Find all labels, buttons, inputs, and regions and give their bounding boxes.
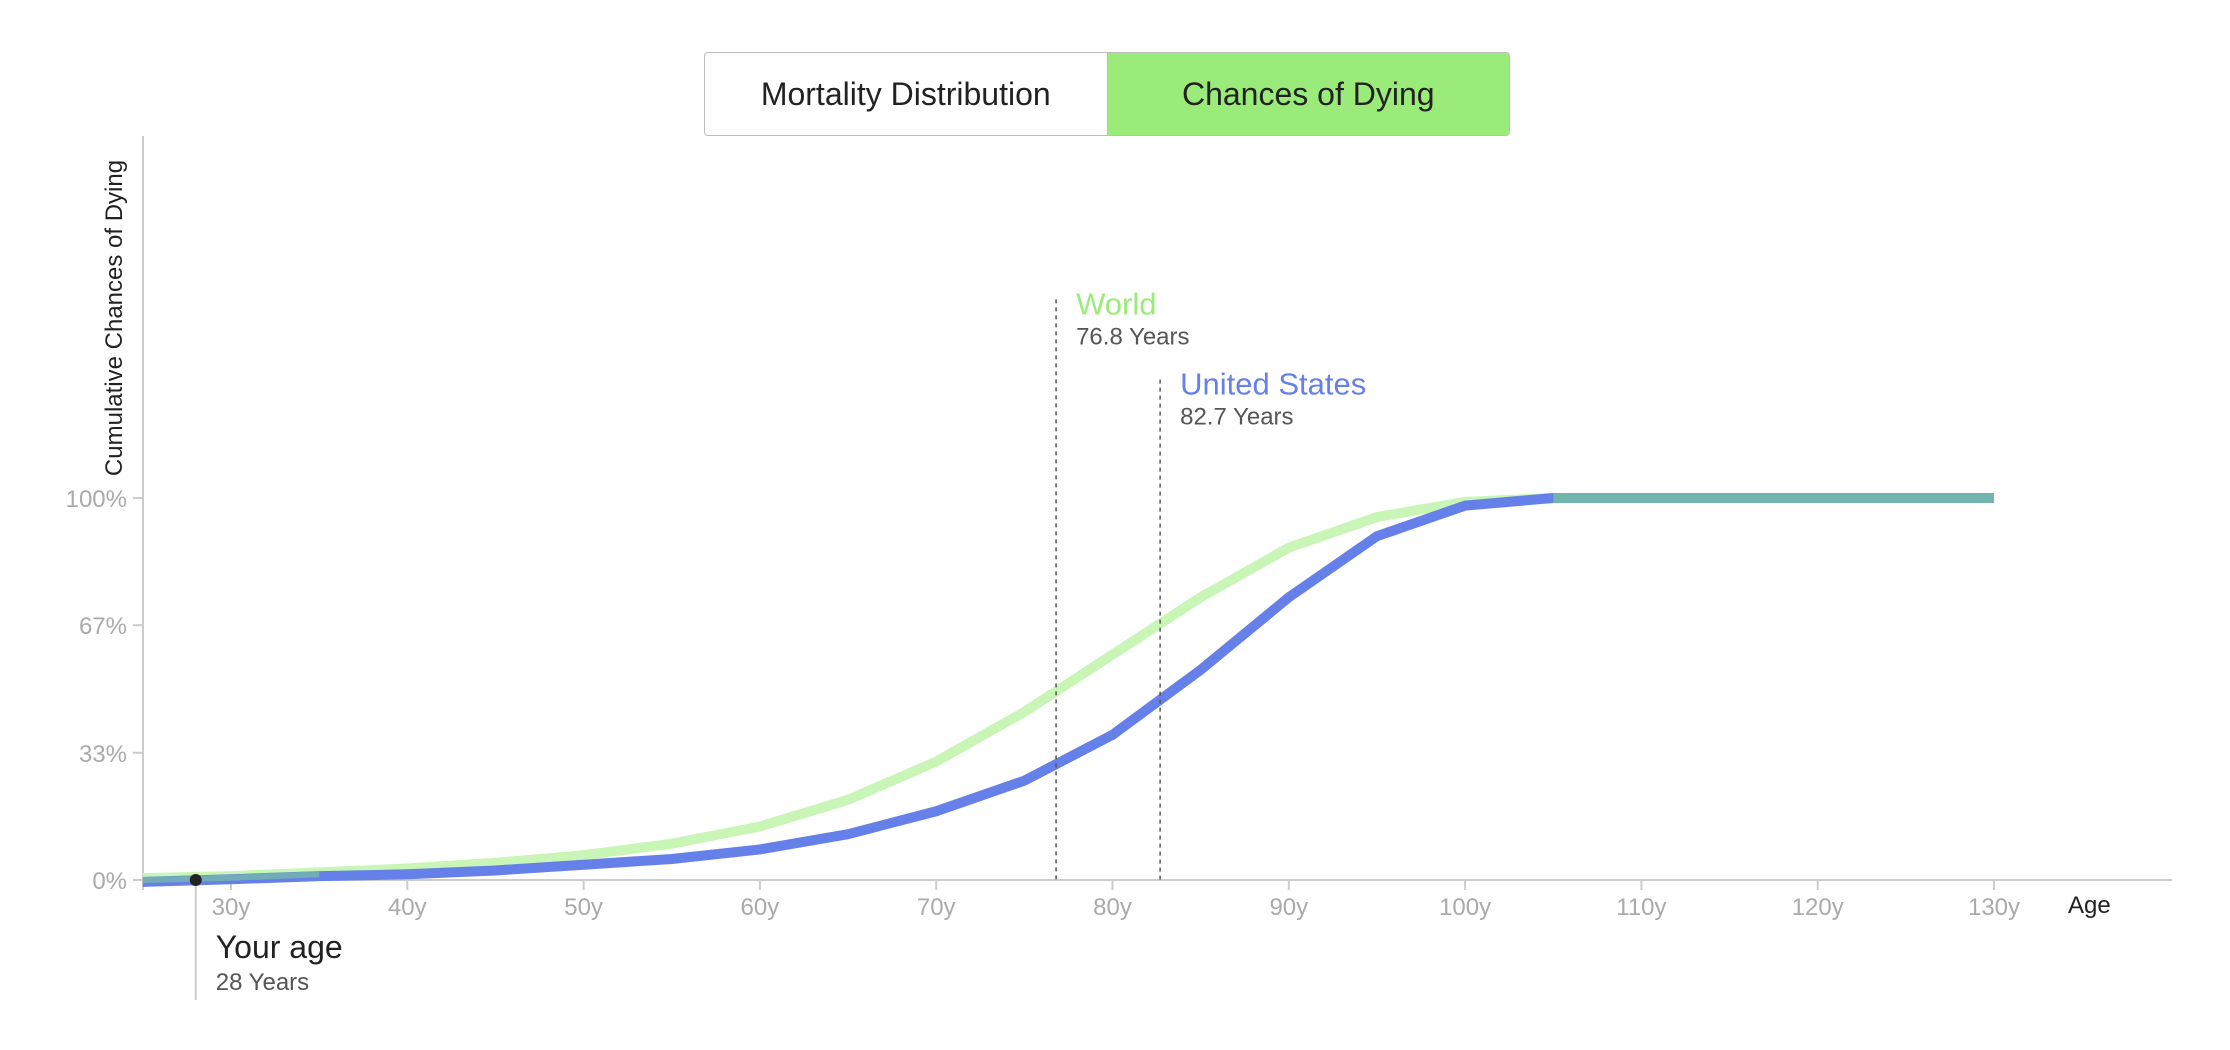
your-age-dot [189,874,202,886]
your-age-value: 28 Years [216,969,309,996]
x-tick-label: 40y [388,894,427,921]
world-series-line [142,493,1994,884]
your-age-label: Your age [216,929,343,965]
x-tick-label: 130y [1968,894,2020,921]
y-axis-title: Cumulative Chances of Dying [101,160,128,476]
y-tick-label: 33% [79,741,127,768]
x-tick-label: 50y [564,894,603,921]
world-expectancy-label: World [1076,286,1156,321]
x-tick-label: 120y [1792,894,1844,921]
x-axis-title: Age [2068,892,2111,919]
mortality-distribution-button[interactable]: Mortality Distribution [760,75,1051,112]
world-expectancy-value: 76.8 Years [1076,323,1189,350]
y-tick-label: 0% [92,868,127,895]
view-toggle: Mortality Distribution Chances of Dying [704,52,1510,136]
y-tick-label: 67% [79,613,127,640]
x-tick-label: 70y [917,894,956,921]
us-expectancy-value: 82.7 Years [1180,404,1293,431]
overlap-baseline-line [142,871,320,883]
x-tick-label: 80y [1093,894,1132,921]
us-expectancy-label: United States [1180,367,1366,402]
chances-of-dying-button[interactable]: Chances of Dying [1106,53,1509,135]
x-tick-label: 30y [212,894,251,921]
x-tick-label: 100y [1439,894,1491,921]
us-series-line [142,493,1994,887]
x-tick-label: 60y [741,894,780,921]
x-tick-label: 90y [1269,894,1308,921]
x-tick-label: 110y [1616,894,1666,921]
y-tick-label: 100% [66,486,127,513]
